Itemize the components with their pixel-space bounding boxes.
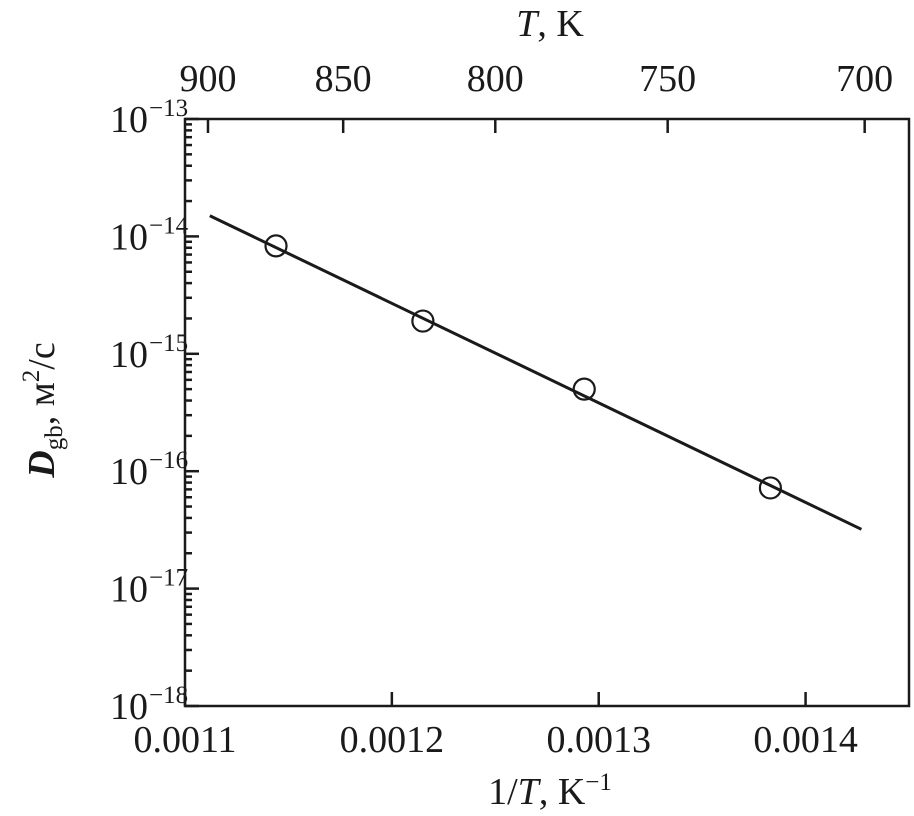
data-point — [758, 476, 783, 500]
ticks-group — [183, 117, 866, 708]
top-axis-title: T, K — [516, 3, 584, 45]
x-tick-label: 0.0012 — [340, 719, 445, 761]
top-tick-label: 700 — [836, 58, 893, 100]
plot-frame — [183, 117, 911, 708]
x-axis-title: 1/T, K−1 — [488, 769, 612, 813]
y-tick-label: 10 — [110, 334, 148, 376]
y-tick-label: 10 — [110, 686, 148, 728]
data-point — [572, 377, 596, 401]
x-tick-label: 0.0011 — [133, 719, 236, 761]
top-tick-label: 850 — [315, 58, 372, 100]
y-tick-label-exponent: −13 — [149, 95, 188, 122]
y-tick-label: 10 — [110, 99, 148, 141]
x-tick-label: 0.0013 — [546, 719, 651, 761]
data-point — [264, 234, 288, 258]
top-tick-label: 900 — [179, 58, 236, 100]
x-tick-label: 0.0014 — [753, 719, 858, 761]
y-tick-label-exponent: −16 — [149, 447, 188, 474]
top-tick-label: 750 — [639, 58, 696, 100]
y-tick-label: 10 — [110, 216, 148, 258]
data-point — [411, 309, 435, 333]
data-points-group — [264, 234, 783, 500]
fit-line — [209, 214, 863, 531]
y-tick-label: 10 — [110, 451, 148, 493]
y-tick-label: 10 — [110, 569, 148, 611]
tick-labels-group: 0.0011 0.0012 0.0013 0.0014 900 850 800 750 700 1… — [110, 58, 893, 761]
top-tick-label: 800 — [467, 58, 524, 100]
y-axis-title: Dgb, м2/c — [18, 342, 68, 478]
y-tick-label-exponent: −18 — [149, 682, 188, 709]
y-tick-label-exponent: −15 — [149, 330, 188, 357]
y-tick-label-exponent: −17 — [149, 565, 188, 592]
y-tick-label-exponent: −14 — [149, 212, 189, 239]
